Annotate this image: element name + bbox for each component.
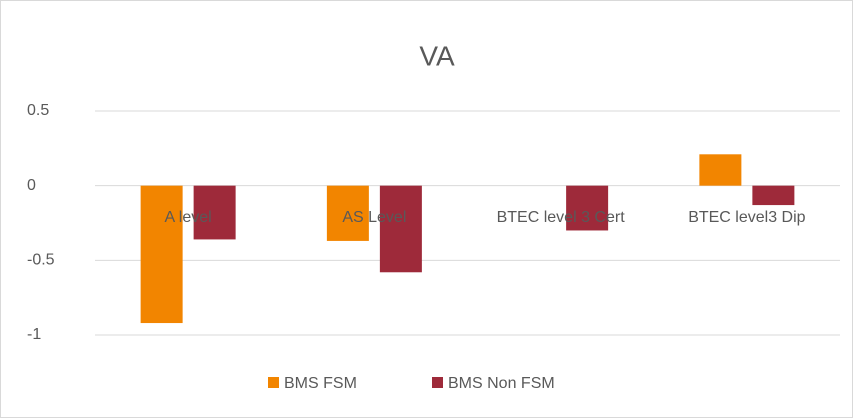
bar	[379, 185, 422, 273]
legend-swatch	[268, 377, 279, 388]
x-tick-label: BTEC level 3 Cert	[497, 209, 626, 226]
bar	[193, 185, 236, 240]
bar	[140, 185, 183, 324]
bar	[566, 185, 609, 231]
y-tick-label: 0	[27, 177, 36, 194]
x-tick-label: AS Level	[342, 209, 406, 226]
x-tick-label: BTEC level3 Dip	[688, 209, 805, 226]
bar	[752, 185, 795, 206]
bar	[699, 154, 742, 186]
legend-label: BMS FSM	[284, 375, 357, 392]
bar	[326, 185, 369, 241]
legend-label: BMS Non FSM	[448, 375, 555, 392]
legend-swatch	[432, 377, 443, 388]
y-tick-label: -0.5	[27, 252, 55, 269]
y-tick-label: 0.5	[27, 102, 49, 119]
chart-title: VA	[419, 40, 455, 71]
y-tick-label: -1	[27, 326, 41, 343]
x-tick-label: A level	[165, 209, 212, 226]
